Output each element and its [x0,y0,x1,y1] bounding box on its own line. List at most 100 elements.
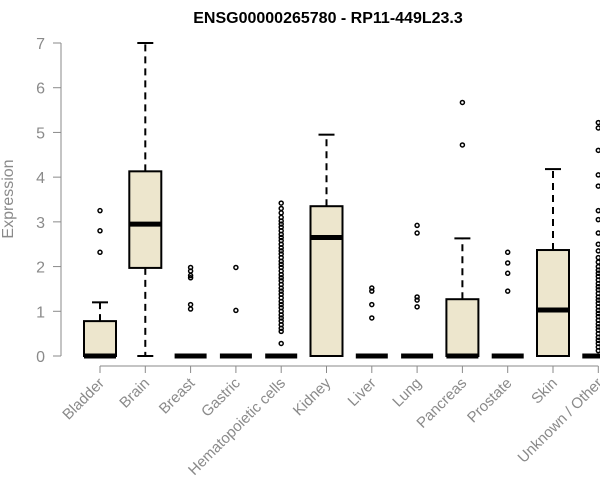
outlier-point [595,313,600,320]
box-group [174,264,207,359]
y-tick-label: 0 [36,349,45,366]
outlier-point [595,172,600,178]
outlier-point [595,125,600,131]
outlier-point [278,291,284,298]
outlier-point [187,264,194,271]
y-axis-label: Expression [0,159,17,238]
outlier-point [595,230,600,236]
box-group [445,99,480,359]
outlier-point [414,304,420,310]
outlier-point [595,324,600,330]
outlier-point [595,216,600,223]
outlier-point [278,288,284,294]
outlier-point [369,288,375,294]
chart-title: ENSG00000265780 - RP11-449L23.3 [193,10,463,27]
outlier-point [233,264,239,271]
outlier-point [595,340,600,347]
box-iqr [309,205,344,357]
outlier-point [595,327,600,333]
outlier-point [278,251,284,257]
outlier-point [278,210,284,216]
box-iqr [536,249,570,357]
outlier-point [595,183,600,189]
outlier-point [595,287,600,293]
outlier-point [414,294,420,300]
outlier-point [233,307,239,314]
box-group [128,42,163,357]
y-tick-label: 6 [36,81,45,98]
box-group [401,222,434,359]
outlier-point [414,297,420,303]
outlier-point [278,224,284,230]
outlier-point [187,306,194,312]
outlier-point [595,283,600,290]
y-tick-label: 1 [36,304,45,321]
outlier-point [459,142,466,148]
outlier-point [595,310,600,317]
outlier-point [278,237,284,244]
boxes [83,42,600,359]
x-tick-label: Breast [156,374,199,417]
outlier-point [595,147,600,154]
outlier-point [414,230,420,236]
outlier-point [595,297,600,303]
outlier-point [278,214,284,221]
outlier-point [278,315,284,321]
x-tick-label: Bladder [59,375,108,424]
outlier-point [369,315,375,321]
box-group [309,133,344,357]
box-iqr [445,298,480,358]
outlier-point [187,275,194,281]
outlier-point [595,300,600,306]
outlier-point [459,99,466,106]
x-tick-label: Skin [528,375,561,408]
box-group [582,119,600,359]
outlier-point [97,228,103,234]
y-tick-label: 3 [36,215,45,232]
y-tick-label: 4 [36,170,45,187]
outlier-point [278,318,284,324]
y-tick-label: 5 [36,125,45,142]
outlier-point [278,278,284,284]
box-group [491,249,524,359]
x-tick-label: Kidney [290,374,335,419]
outlier-point [278,234,284,241]
box-group [355,285,388,359]
outlier-point [595,259,600,265]
x-tick-label: Lung [389,375,425,411]
outlier-point [278,328,284,335]
outlier-point [414,222,420,229]
box-group [265,200,298,359]
outlier-point [595,337,600,344]
outlier-point [278,205,284,212]
outlier-point [595,248,600,254]
outlier-point [97,207,103,214]
outlier-point [278,200,284,206]
x-tick-label: Pancreas [413,375,470,432]
y-axis: 0 1 2 3 4 5 6 7 [36,36,62,366]
outlier-point [278,304,284,311]
outlier-point [595,119,600,126]
outlier-point [504,270,511,277]
box-iqr [128,170,163,269]
outlier-point [504,249,511,256]
outlier-point [278,221,284,227]
y-tick-label: 7 [36,36,45,53]
outlier-point [595,273,600,280]
box-group [219,264,252,359]
outlier-point [595,263,600,270]
outlier-point [187,301,194,308]
box-group [83,207,117,359]
y-tick-label: 2 [36,260,45,277]
outlier-point [278,248,284,254]
box-iqr [83,320,117,358]
outlier-point [595,254,600,261]
outlier-point [278,301,284,308]
x-tick-label: Prostate [464,375,516,427]
outlier-point [504,288,511,294]
outlier-point [504,260,511,266]
outlier-point [278,275,284,281]
outlier-point [97,249,103,256]
